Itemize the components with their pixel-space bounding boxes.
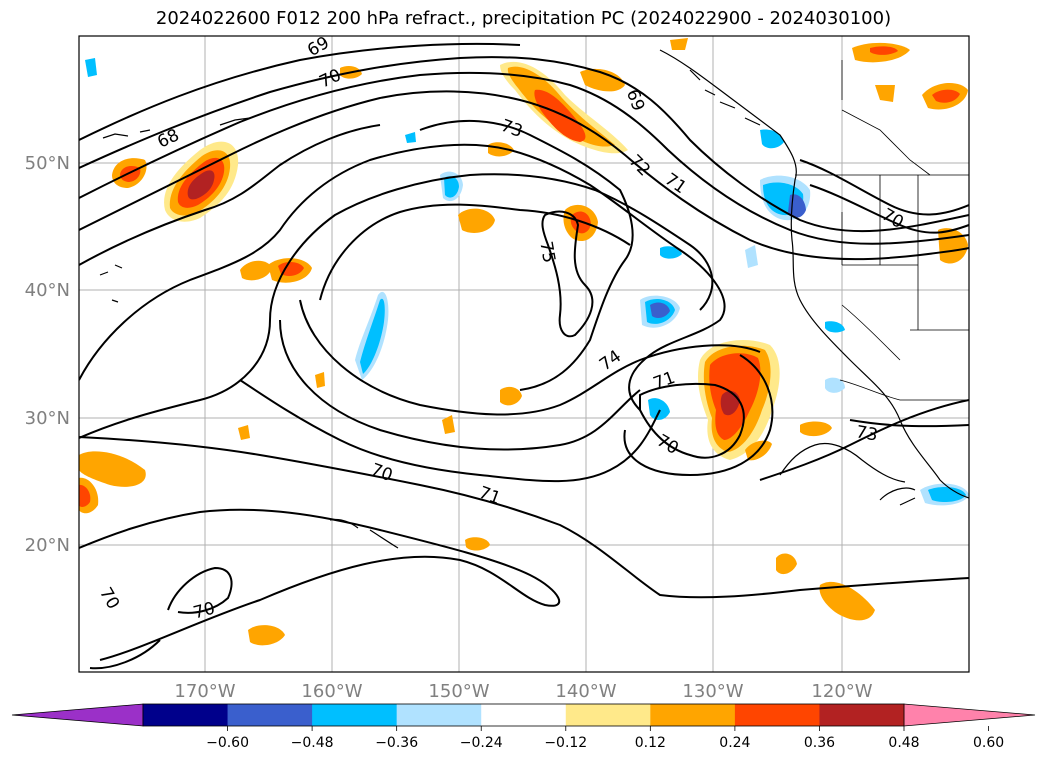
colorbar-extension-low: [11, 703, 144, 727]
anomaly-patch: [745, 245, 758, 268]
colorbar-swatch: [734, 704, 820, 726]
negative-anomaly-shading: [85, 58, 969, 506]
anomaly-patch: [580, 68, 625, 92]
colorbar-tick-label: −0.36: [375, 735, 418, 751]
lon-label: 170°W: [174, 681, 235, 702]
lon-label: 140°W: [555, 681, 616, 702]
colorbar-swatch: [650, 704, 736, 726]
contour-line: [419, 120, 634, 391]
anomaly-patch: [670, 38, 688, 50]
colorbar-tick-label: −0.12: [544, 735, 587, 751]
colorbar-swatch: [396, 704, 482, 726]
contour-line: [79, 436, 969, 599]
political-borders: [795, 60, 969, 401]
refractivity-contours: [79, 42, 969, 670]
anomaly-patch: [465, 537, 490, 551]
contour-line: [849, 419, 969, 428]
colorbar-tick-label: −0.60: [206, 735, 249, 751]
anomaly-patch: [825, 321, 845, 333]
colorbar-swatch: [565, 704, 651, 726]
contour-line: [79, 143, 726, 411]
contour-line: [759, 399, 969, 481]
contour-line: [639, 382, 745, 459]
map-area: [79, 36, 969, 672]
colorbar-tick-label: 0.12: [635, 735, 666, 751]
contour-line: [79, 42, 521, 141]
lat-label: 40°N: [25, 280, 70, 301]
contour-line: [89, 639, 161, 670]
anomaly-patch: [825, 377, 845, 393]
colorbar-swatch: [312, 704, 398, 726]
anomaly-patch: [932, 89, 960, 103]
colorbar-swatch: [819, 704, 905, 726]
anomaly-patch: [648, 398, 670, 420]
anomaly-patch: [248, 625, 285, 646]
anomaly-patch: [187, 170, 215, 200]
lon-label: 160°W: [301, 681, 362, 702]
anomaly-patch: [442, 415, 455, 434]
colorbar-tick-label: −0.48: [291, 735, 334, 751]
contour-label: 75: [535, 240, 558, 265]
contour-line: [79, 71, 969, 245]
lon-label: 130°W: [682, 681, 743, 702]
lon-label: 120°W: [811, 681, 872, 702]
anomaly-patch: [928, 487, 966, 503]
colorbar-tick-label: 0.60: [973, 735, 1004, 751]
lat-label: 20°N: [25, 535, 70, 556]
anomaly-patch: [534, 89, 586, 142]
anomaly-patch: [458, 208, 495, 233]
contour-label: 73: [854, 422, 879, 445]
contour-line: [799, 159, 969, 216]
anomaly-patch: [650, 302, 670, 319]
colorbar-frame: [142, 703, 905, 727]
colorbar-extension-high: [903, 703, 1036, 727]
colorbar-tick-label: 0.24: [719, 735, 750, 751]
contour-line: [541, 210, 594, 338]
map-frame: [78, 35, 970, 673]
anomaly-patch: [870, 46, 898, 55]
colorbar-swatch: [481, 704, 567, 726]
anomaly-patch: [238, 425, 250, 440]
anomaly-patch: [85, 58, 97, 77]
anomaly-patch: [500, 386, 522, 406]
contour-line: [809, 184, 969, 234]
contour-line: [79, 90, 969, 261]
anomaly-patch: [278, 262, 304, 276]
lat-label: 30°N: [25, 408, 70, 429]
anomaly-patch: [315, 372, 325, 388]
contour-line: [79, 508, 561, 661]
contour-line: [299, 299, 761, 416]
lat-label: 50°N: [25, 153, 70, 174]
anomaly-patch: [488, 142, 514, 157]
anomaly-patch: [819, 581, 875, 621]
colorbar-swatch: [143, 704, 229, 726]
anomaly-patch: [660, 246, 682, 259]
colorbar-swatch: [227, 704, 313, 726]
lon-label: 150°W: [428, 681, 489, 702]
contour-line: [79, 124, 381, 266]
colorbar-tick-label: −0.24: [460, 735, 503, 751]
anomaly-patch: [776, 553, 797, 575]
anomaly-patch: [405, 132, 416, 143]
contour-line: [167, 566, 233, 614]
colorbar: −0.60 −0.48 −0.36 −0.24 −0.12 0.12 0.24 0.36 0.4…: [11, 703, 1036, 751]
anomaly-patch: [360, 298, 385, 374]
anomaly-patch: [875, 85, 895, 102]
colorbar-tick-label: 0.36: [804, 735, 835, 751]
figure-title: 2024022600 F012 200 hPa refract., precip…: [155, 8, 892, 29]
anomaly-patch: [79, 484, 91, 507]
contour-line: [79, 56, 969, 233]
contour-line: [623, 354, 774, 477]
anomaly-patch: [444, 176, 459, 198]
colorbar-tick-label: 0.48: [888, 735, 919, 751]
contour-line: [79, 173, 714, 439]
anomaly-patch: [79, 451, 146, 487]
contour-line: [279, 319, 641, 451]
anomaly-patch: [240, 260, 272, 281]
contour-line: [239, 379, 661, 483]
gridlines: [79, 36, 969, 672]
anomaly-patch: [800, 421, 832, 437]
